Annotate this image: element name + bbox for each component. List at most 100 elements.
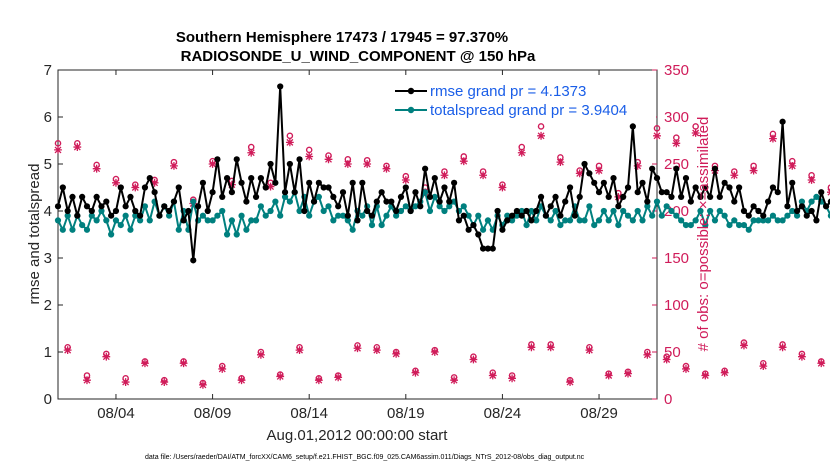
rmse-point [393,207,400,215]
obs-assimilated-marker [83,376,91,385]
spread-point [784,212,791,219]
obs-assimilated-marker [73,143,82,151]
rmse-series [54,83,830,264]
y-tick-right-label: 300 [664,109,689,126]
spread-point [557,222,564,229]
spread-point [479,226,487,233]
obs-assimilated-marker [749,166,758,175]
spread-point [644,203,651,210]
rmse-point [736,184,743,191]
obs-assimilated-marker [228,180,236,189]
obs-assimilated-marker [363,160,372,168]
x-tick-label: 08/09 [194,405,232,422]
obs-assimilated-marker [459,157,468,166]
obs-assimilated-marker [179,359,188,368]
rmse-point [634,189,641,196]
obs-assimilated-marker [392,349,401,358]
rmse-point [180,217,187,224]
rmse-point [513,207,521,215]
rmse-point [552,193,559,200]
rmse-point [533,207,540,215]
rmse-point [562,198,569,205]
obs-assimilated-marker [720,368,729,377]
spread-point [199,212,207,219]
rmse-point [132,207,139,215]
spread-point [117,222,124,229]
obs-assimilated-marker [740,341,748,350]
spread-point [223,231,231,238]
obs-assimilated-marker [817,359,826,368]
spread-point [475,212,482,219]
rmse-point [508,212,516,219]
spread-point [576,217,583,224]
spread-point [431,193,438,200]
spread-point [789,207,796,215]
ticks-layer: 0 1 2 3 4 5 6 7 0 50 100 150 200 250 300 350 08/04 08/09 0… [44,62,689,422]
obs-assimilated-marker [566,378,574,386]
obs-assimilated-marker [498,183,507,192]
obs-assimilated-marker [170,161,178,170]
rmse-point [112,207,120,215]
rmse-point [368,212,376,219]
spread-point [378,222,385,229]
rmse-point [281,189,289,196]
obs-assimilated-marker [295,346,304,355]
rmse-point [649,165,656,172]
spread-point [586,203,593,210]
obs-assimilated-marker [401,176,410,184]
legend-spread-marker [407,106,415,114]
rmse-point [291,189,298,196]
obs-assimilated-marker [730,171,739,180]
obs-possible-marker [827,184,830,191]
spread-point [779,217,786,224]
obs-assimilated-marker [517,148,526,157]
spread-point [69,226,76,233]
spread-point [88,212,95,219]
rmse-point [475,231,482,238]
rmse-point [755,207,762,215]
spread-point [281,193,289,200]
rmse-point [359,179,366,186]
rmse-point [576,193,583,200]
obs-assimilated-marker [662,355,671,364]
rmse-point [745,212,752,219]
spread-point [426,207,434,215]
rmse-point [69,193,76,200]
rmse-point [499,226,506,233]
obs-possible-marker [537,123,545,130]
rmse-point [272,179,279,186]
spread-point [793,212,801,219]
spread-point [335,212,342,219]
rmse-point [624,184,632,191]
spread-point [112,217,120,224]
obs-assimilated-marker [314,376,323,385]
y-tick-right-label: 350 [664,62,689,79]
rmse-point [750,203,757,210]
rmse-point [175,184,182,191]
rmse-point [127,193,134,200]
obs-assimilated-marker [643,350,652,359]
spread-point [726,222,733,229]
spread-point [668,207,675,215]
rmse-point [223,175,231,182]
rmse-point [678,193,685,200]
obs-assimilated-marker [343,160,352,168]
rmse-point [431,175,438,182]
y-tick-left-label: 1 [44,344,52,361]
spread-point [166,212,173,219]
obs-assimilated-marker [798,352,806,361]
rmse-point [349,179,356,186]
y-tick-right-label: 250 [664,156,689,173]
rmse-point [59,184,66,191]
spread-point [397,207,405,215]
spread-point [141,203,149,210]
rmse-point [595,189,603,196]
rmse-point [827,198,830,205]
obs-assimilated-marker [237,376,246,385]
spread-point [132,212,139,219]
rmse-point [122,203,129,210]
obs-assimilated-marker [382,164,391,173]
spread-point [122,212,129,219]
spread-point [518,207,525,215]
